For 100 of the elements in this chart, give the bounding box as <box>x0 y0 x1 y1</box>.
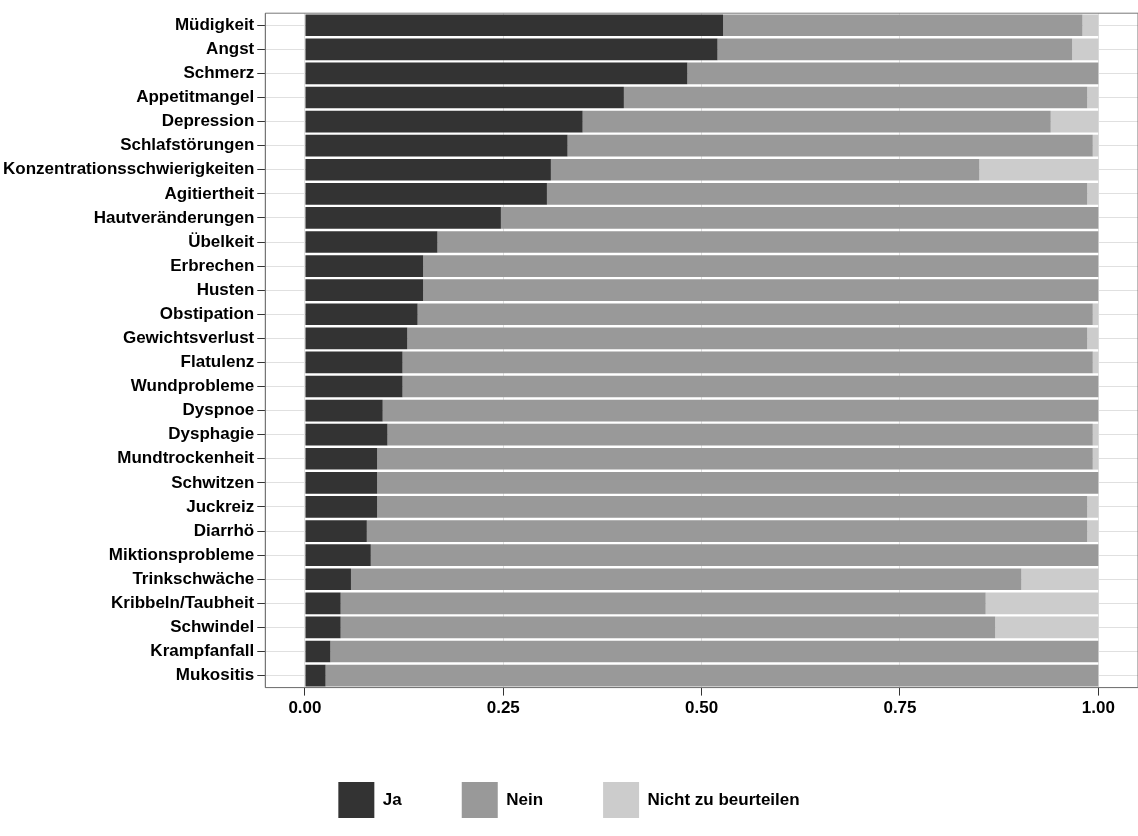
y-tick-label: Gewichtsverlust <box>122 328 255 348</box>
x-tick-label: 1.00 <box>1081 698 1115 718</box>
y-tick-label: Angst <box>206 39 255 59</box>
bar <box>305 86 624 109</box>
legend-label: Nicht zu beurteilen <box>647 789 800 809</box>
bar <box>305 14 724 37</box>
bar <box>305 664 326 687</box>
y-tick-label: Übelkeit <box>188 231 255 251</box>
y-tick-label: Müdigkeit <box>174 14 255 34</box>
y-tick-label: Dysphagie <box>168 424 255 444</box>
bar <box>1087 520 1099 542</box>
bar <box>402 375 1099 398</box>
bar <box>366 520 1088 542</box>
bar <box>305 375 403 398</box>
bar <box>305 62 688 85</box>
bar <box>1087 86 1099 109</box>
bar <box>350 568 1022 591</box>
bar <box>717 38 1073 61</box>
y-tick-label: Erbrechen <box>170 255 255 275</box>
bar <box>423 255 1099 277</box>
bar <box>305 592 341 615</box>
x-tick-label: 0.75 <box>883 698 917 718</box>
y-tick-label: Obstipation <box>159 303 255 323</box>
bar <box>377 472 1099 494</box>
bar <box>305 616 341 639</box>
y-tick-label: Kribbeln/Taubheit <box>111 592 255 612</box>
y-tick-label: Trinkschwäche <box>132 568 255 588</box>
bar <box>402 351 1093 374</box>
bar <box>1021 568 1099 591</box>
bar <box>330 640 1099 663</box>
bar <box>407 327 1088 350</box>
bar <box>687 62 1099 85</box>
bar <box>1092 447 1099 470</box>
bar <box>377 447 1093 470</box>
bar <box>305 279 424 302</box>
y-tick-label: Mundtrockenheit <box>117 448 255 468</box>
y-tick-label: Schmerz <box>183 63 255 83</box>
bar <box>305 327 408 350</box>
y-tick-label: Depression <box>161 111 255 131</box>
bar <box>979 158 1099 181</box>
bar <box>377 496 1088 518</box>
bar <box>567 134 1093 157</box>
bar <box>305 110 583 133</box>
legend-label: Nein <box>506 789 544 809</box>
x-tick-label: 0.25 <box>486 698 520 718</box>
bar <box>1087 183 1099 205</box>
bar <box>340 592 986 615</box>
y-tick-label: Agitiertheit <box>164 183 255 203</box>
bar <box>305 544 371 566</box>
y-tick-label: Flatulenz <box>180 352 255 372</box>
bar <box>1087 327 1099 350</box>
y-tick-label: Appetitmangel <box>136 87 255 107</box>
y-tick-label: Diarrhö <box>193 520 255 540</box>
bar <box>995 616 1099 639</box>
bar <box>305 568 351 591</box>
bar <box>582 110 1051 133</box>
bar <box>305 520 367 542</box>
bar <box>1092 303 1099 326</box>
bar <box>437 231 1099 253</box>
y-tick-label: Husten <box>196 279 255 299</box>
bar <box>305 447 378 470</box>
bar <box>370 544 1099 566</box>
bar <box>382 399 1099 422</box>
y-tick-label: Wundprobleme <box>130 376 255 396</box>
bar <box>325 664 1099 687</box>
bar <box>305 423 388 446</box>
y-tick-label: Schwitzen <box>171 472 255 492</box>
bar <box>305 38 718 61</box>
x-tick-label: 0.50 <box>685 698 719 718</box>
bar <box>305 183 547 205</box>
bar <box>423 279 1099 302</box>
bar <box>305 158 551 181</box>
y-tick-label: Hautveränderungen <box>93 207 255 227</box>
y-tick-label: Krampfanfall <box>150 641 255 661</box>
bar <box>305 640 331 663</box>
legend-label: Ja <box>382 789 403 809</box>
bar <box>387 423 1093 446</box>
bar <box>985 592 1099 615</box>
bar <box>305 255 424 277</box>
y-tick-label: Dyspnoe <box>182 400 255 420</box>
y-tick-label: Konzentrationsschwierigkeiten <box>2 159 255 179</box>
bar <box>305 472 378 494</box>
bar <box>305 496 378 518</box>
y-tick-label: Miktionsprobleme <box>108 544 255 564</box>
bar <box>1092 423 1099 446</box>
bar <box>1092 134 1099 157</box>
bar <box>500 207 1099 229</box>
bar <box>1072 38 1099 61</box>
bar <box>305 231 438 253</box>
bar <box>1087 496 1099 518</box>
bar <box>546 183 1088 205</box>
y-tick-label: Juckreiz <box>186 496 255 516</box>
bar <box>1050 110 1099 133</box>
bar <box>623 86 1088 109</box>
y-tick-label: Schlafstörungen <box>120 135 255 155</box>
bar <box>305 134 568 157</box>
bar <box>305 207 501 229</box>
bar <box>305 303 418 326</box>
bar <box>305 351 403 374</box>
bar <box>723 14 1083 37</box>
